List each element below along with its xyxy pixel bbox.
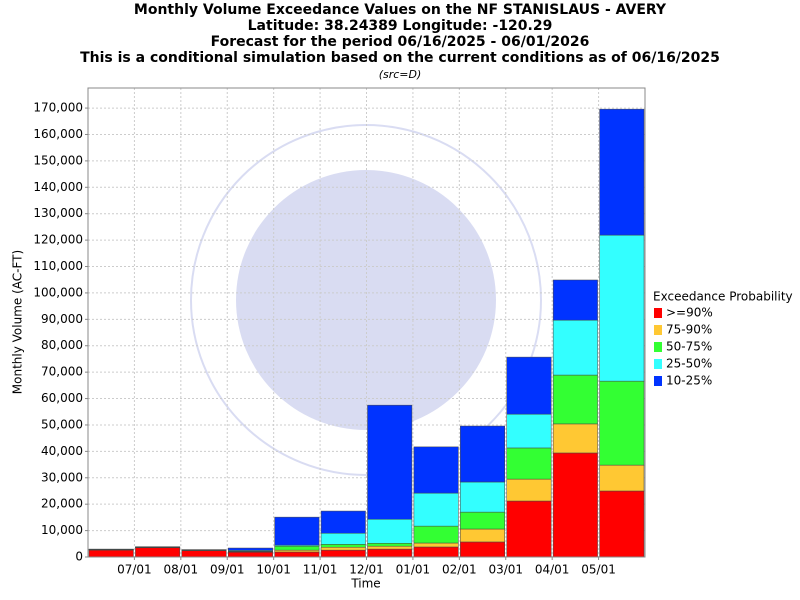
bar-segment [320,532,366,545]
legend-swatch [654,325,662,335]
bar-segment [460,541,506,558]
bar-segment [460,511,506,530]
x-axis-label: Time [350,577,380,591]
bar-segment [320,510,366,534]
bar-segment [506,356,552,415]
legend-label: 75-90% [666,323,712,337]
chart-subtitle: Forecast for the period 06/16/2025 - 06/… [211,34,590,50]
bar-segment [367,518,413,544]
bar-segment [552,279,598,321]
bar-segment [135,547,181,558]
bar-segment [413,542,459,548]
bar-segment [599,490,645,558]
y-tick-label: 90,000 [41,312,83,326]
bar-segment [413,492,459,527]
y-tick-label: 160,000 [33,127,83,141]
x-tick-label: 12/01 [349,563,384,577]
x-tick-label: 04/01 [535,563,570,577]
bar-segment [228,547,273,551]
x-tick-label: 01/01 [396,563,431,577]
bar-segment [320,549,366,558]
bar-segment [88,549,134,558]
x-tick-label: 05/01 [581,563,616,577]
legend-swatch [654,342,662,352]
bar-segment [413,525,459,544]
x-tick-label: 09/01 [210,563,245,577]
y-tick-label: 130,000 [33,206,83,220]
bar-segment [413,546,459,558]
y-tick-label: 100,000 [33,285,83,299]
x-tick-label: 02/01 [442,563,477,577]
x-tick-label: 08/01 [164,563,199,577]
bar-segment [506,447,552,480]
x-tick-label: 03/01 [488,563,523,577]
y-tick-label: 140,000 [33,180,83,194]
bar-segment [599,108,645,236]
bar-segment [228,551,273,558]
y-tick-label: 30,000 [41,470,83,484]
y-tick-label: 80,000 [41,338,83,352]
legend-swatch [654,308,662,318]
bar-segment [599,464,645,492]
legend-label: >=90% [666,306,713,320]
bar-segment [274,549,320,553]
y-tick-label: 170,000 [33,101,83,115]
bar-segment [367,545,413,550]
bar-segment [552,319,598,376]
y-tick-label: 150,000 [33,153,83,167]
bar-segment [599,380,645,466]
plot-area [88,88,645,557]
bar-segment [460,481,506,513]
y-tick-label: 50,000 [41,417,83,431]
bar-segment [460,528,506,543]
bar-segment [320,544,366,548]
bar-segment [274,516,320,546]
plot-border [87,87,646,558]
chart-subtitle: This is a conditional simulation based o… [80,50,720,66]
source-note: (src=D) [379,68,422,81]
bar-segment [274,545,320,551]
x-tick-label: 07/01 [117,563,152,577]
bar-segment [367,548,413,558]
bar-segment [413,446,459,494]
legend-title: Exceedance Probability [653,290,793,304]
y-tick-label: 10,000 [41,523,83,537]
y-tick-label: 0 [75,550,83,564]
legend-label: 50-75% [666,340,712,354]
chart-title: Monthly Volume Exceedance Values on the … [134,2,667,18]
bar-segment [552,374,598,425]
bar-segment [367,404,413,520]
y-tick-label: 20,000 [41,497,83,511]
x-tick-label: 11/01 [303,563,338,577]
bar-segment [367,543,413,547]
bar-segment [320,546,366,551]
chart-subtitle: Latitude: 38.24389 Longitude: -120.29 [248,18,553,34]
bar-segment [506,500,552,558]
bar-segment [506,413,552,449]
legend-swatch [654,376,662,386]
y-tick-label: 110,000 [33,259,83,273]
x-tick-label: 10/01 [256,563,291,577]
y-tick-label: 40,000 [41,444,83,458]
legend-label: 25-50% [666,357,712,371]
bar-segment [552,423,598,454]
bar-segment [181,550,227,558]
bar-segment [552,452,598,558]
bar-segment [506,478,552,502]
bar-segment [599,234,645,382]
bar-segment [460,425,506,483]
y-tick-label: 120,000 [33,233,83,247]
y-tick-label: 70,000 [41,365,83,379]
y-tick-label: 60,000 [41,391,83,405]
y-axis-label: Monthly Volume (AC-FT) [11,250,25,394]
bar-segment [274,551,320,558]
legend-label: 10-25% [666,374,712,388]
legend-swatch [654,359,662,369]
